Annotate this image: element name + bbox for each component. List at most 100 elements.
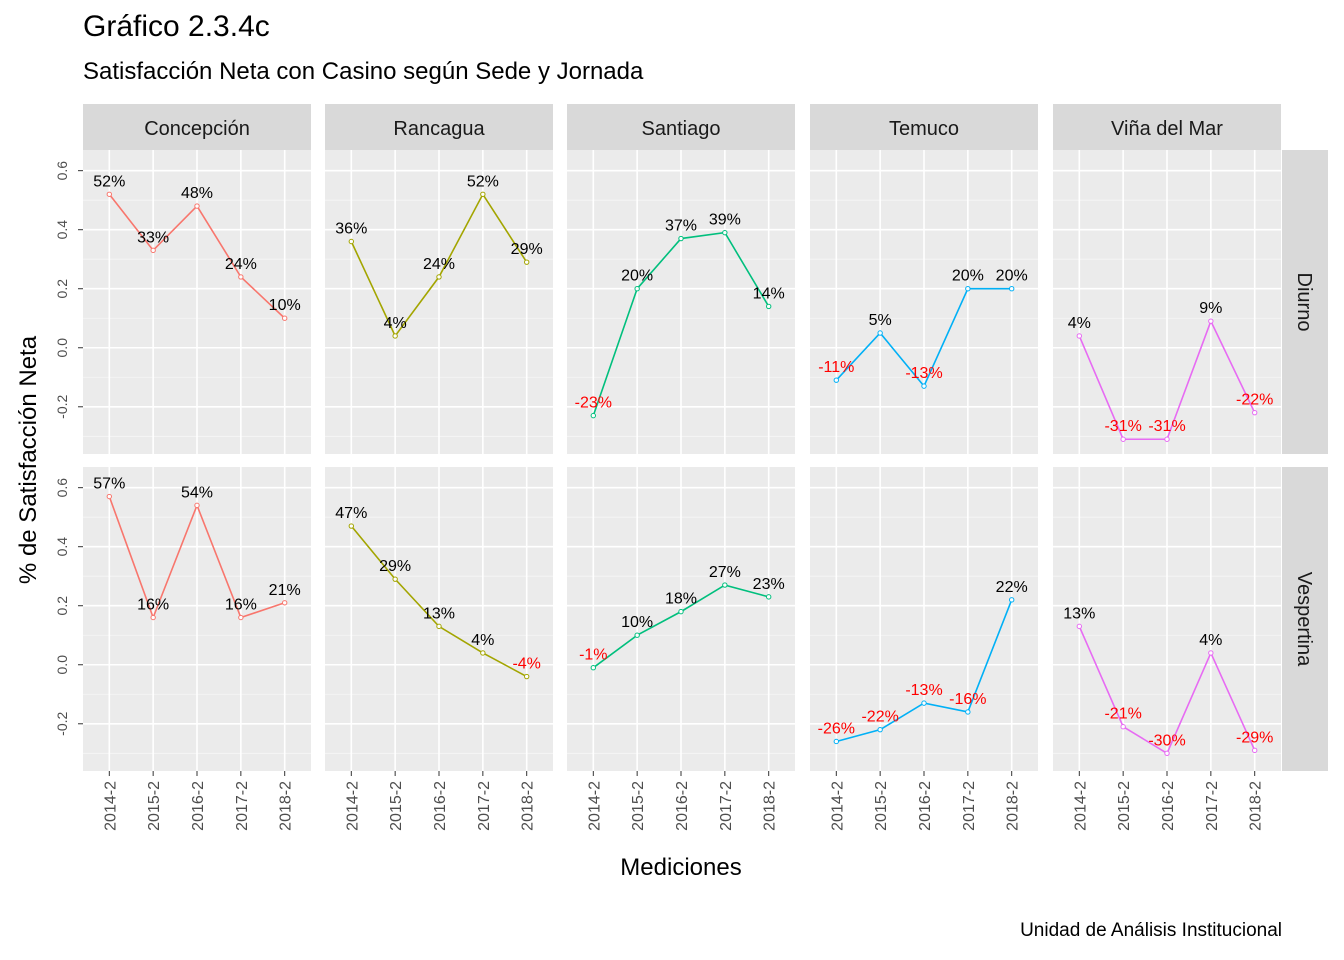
data-label: 23% (753, 576, 785, 593)
data-point (1251, 409, 1258, 416)
data-point (965, 709, 971, 715)
data-point (965, 286, 971, 292)
x-tick-label: 2017-2 (718, 781, 735, 831)
data-label: 48% (181, 185, 213, 202)
data-label: 24% (225, 256, 257, 273)
data-point (194, 203, 200, 209)
data-label: -31% (1104, 418, 1141, 435)
data-label: 14% (753, 285, 785, 302)
x-tick-label: 2015-2 (873, 781, 890, 831)
data-label: 29% (379, 558, 411, 575)
data-label: -22% (1236, 392, 1273, 409)
data-label: 47% (335, 505, 367, 522)
x-tick-label: 2018-2 (520, 781, 537, 831)
data-point (523, 259, 530, 265)
data-point (392, 576, 398, 582)
data-label: -29% (1236, 729, 1273, 746)
data-label: 9% (1199, 300, 1222, 317)
data-point (238, 614, 244, 621)
data-label: -31% (1148, 418, 1185, 435)
data-label: 21% (269, 582, 301, 599)
data-point (1164, 750, 1170, 756)
data-point (523, 673, 530, 680)
data-label: 4% (1068, 315, 1091, 332)
data-point (722, 582, 728, 588)
data-label: 16% (225, 597, 257, 614)
y-tick-label: 0.0 (54, 655, 70, 675)
x-tick-label: 2014-2 (1072, 781, 1089, 831)
strip-vina-del-mar (1053, 104, 1281, 150)
data-point (436, 623, 442, 630)
x-tick-label: 2017-2 (1204, 781, 1221, 831)
data-point (590, 664, 597, 671)
y-axis-title: % de Satisfacción Neta (15, 335, 42, 584)
data-label: 10% (269, 297, 301, 314)
data-point (436, 274, 442, 280)
x-tick-label: 2016-2 (190, 781, 207, 831)
strip-label-vina-del-mar: Viña del Mar (1111, 118, 1223, 140)
data-point (634, 286, 640, 292)
y-tick-label: 0.4 (54, 537, 70, 557)
strip-label-concepcion: Concepción (144, 118, 250, 140)
x-tick-label: 2015-2 (388, 781, 405, 831)
y-tick-label: 0.2 (54, 279, 70, 299)
strip-vespertina (1282, 467, 1328, 771)
data-label: -30% (1148, 732, 1185, 749)
data-label: 57% (93, 476, 125, 493)
x-tick-label: 2018-2 (1005, 781, 1022, 831)
x-tick-label: 2018-2 (278, 781, 295, 831)
x-tick-label: 2016-2 (917, 781, 934, 831)
data-point (1008, 286, 1015, 292)
strip-label-vespertina: Vespertina (1293, 572, 1315, 667)
strip-label-santiago: Santiago (642, 118, 721, 140)
x-tick-label: 2016-2 (674, 781, 691, 831)
x-tick-label: 2017-2 (961, 781, 978, 831)
data-point (106, 493, 113, 500)
chart-title: Gráfico 2.3.4c (83, 10, 270, 43)
data-label: 13% (1063, 605, 1095, 622)
data-label: -13% (905, 682, 942, 699)
x-tick-label: 2014-2 (102, 781, 119, 831)
data-label: -26% (818, 720, 855, 737)
y-tick-label: 0.0 (54, 338, 70, 358)
strip-diurno (1282, 150, 1328, 454)
strip-concepcion (83, 104, 311, 150)
data-label: 27% (709, 564, 741, 581)
x-tick-label: 2018-2 (1248, 781, 1265, 831)
data-label: 37% (665, 218, 697, 235)
x-tick-label: 2014-2 (829, 781, 846, 831)
data-point (590, 412, 597, 419)
data-label: 33% (137, 229, 169, 246)
x-tick-label: 2017-2 (234, 781, 251, 831)
data-point (1251, 747, 1258, 754)
data-point (1120, 436, 1126, 442)
x-tick-label: 2015-2 (146, 781, 163, 831)
data-label: -1% (579, 647, 607, 664)
data-label: -13% (905, 365, 942, 382)
data-label: 20% (952, 268, 984, 285)
data-point (348, 238, 355, 245)
y-tick-label: 0.2 (54, 596, 70, 616)
data-label: 4% (471, 632, 494, 649)
y-tick-label: -0.2 (54, 712, 70, 736)
data-label: -11% (818, 359, 854, 376)
data-point (281, 315, 288, 321)
strip-label-temuco: Temuco (889, 118, 959, 140)
y-tick-label: 0.4 (54, 220, 70, 240)
data-label: -16% (949, 691, 986, 708)
chart-caption: Unidad de Análisis Institucional (1020, 920, 1282, 941)
strip-label-diurno: Diurno (1293, 273, 1315, 332)
data-point (833, 738, 840, 745)
x-tick-label: 2014-2 (586, 781, 603, 831)
strip-rancagua (325, 104, 553, 150)
y-tick-label: 0.6 (54, 478, 70, 498)
data-label: 4% (384, 315, 407, 332)
data-label: 22% (996, 579, 1028, 596)
data-point (1076, 333, 1083, 339)
data-point (1164, 436, 1170, 442)
y-tick-label: -0.2 (54, 395, 70, 419)
data-point (480, 650, 486, 656)
y-tick-label: 0.6 (54, 161, 70, 181)
data-label: -4% (512, 656, 540, 673)
